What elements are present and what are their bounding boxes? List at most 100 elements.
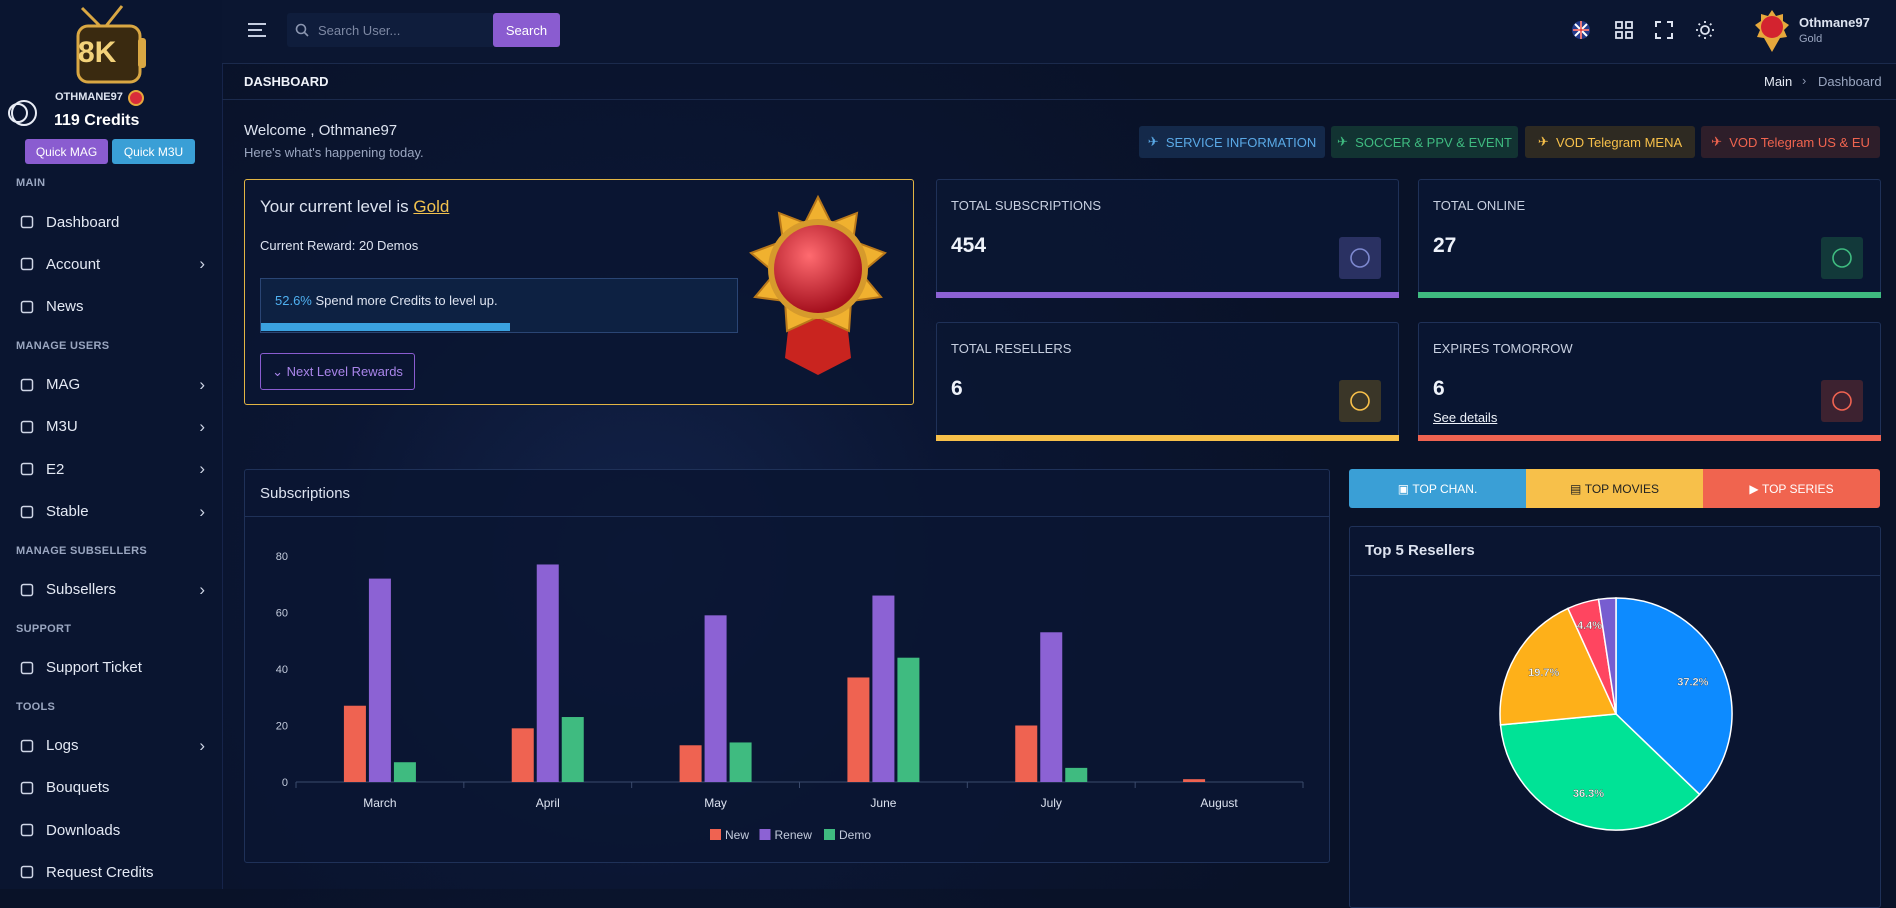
stat-link[interactable]: See details bbox=[1433, 410, 1498, 425]
next-level-button[interactable]: ⌄ Next Level Rewards bbox=[260, 353, 415, 390]
sidebar: 8K OTHMANE97 119 Credits Quick MAG Quick… bbox=[0, 0, 223, 889]
channel-button[interactable]: ✈ SERVICE INFORMATION bbox=[1139, 126, 1325, 158]
bar bbox=[679, 745, 702, 782]
channel-button[interactable]: ✈ SOCCER & PPV & EVENT bbox=[1331, 126, 1518, 158]
search-input[interactable] bbox=[287, 13, 493, 47]
quick-m3u-button[interactable]: Quick M3U bbox=[112, 139, 195, 164]
nav-item[interactable]: Logs › bbox=[20, 735, 205, 757]
avatar[interactable] bbox=[1753, 8, 1791, 54]
level-title-text: Your current level is bbox=[260, 197, 409, 216]
nav-item[interactable]: Downloads bbox=[20, 819, 205, 841]
quick-mag-button[interactable]: Quick MAG bbox=[25, 139, 108, 164]
nav-icon bbox=[20, 300, 34, 313]
search-placeholder: Search User... bbox=[318, 23, 401, 38]
legend-label: Demo bbox=[839, 828, 871, 842]
logo-art bbox=[76, 5, 146, 84]
level-title: Your current level is Gold bbox=[260, 197, 449, 217]
x-tick-label: March bbox=[363, 796, 396, 810]
legend-swatch bbox=[710, 829, 721, 840]
nav-label: News bbox=[46, 298, 84, 316]
nav-item[interactable]: E2 › bbox=[20, 458, 205, 480]
user-name: Othmane97 bbox=[1799, 15, 1870, 30]
nav-item[interactable]: MAG › bbox=[20, 374, 205, 396]
level-name: Gold bbox=[413, 197, 450, 216]
stat-bar bbox=[936, 435, 1399, 441]
nav-icon bbox=[20, 258, 34, 271]
nav-item[interactable]: Subsellers › bbox=[20, 579, 205, 601]
stat-icon-glyph bbox=[1350, 248, 1370, 268]
stat-card bbox=[936, 322, 1399, 441]
stat-label: TOTAL SUBSCRIPTIONS bbox=[951, 198, 1102, 213]
menu-toggle[interactable] bbox=[247, 21, 267, 39]
bar bbox=[872, 595, 895, 782]
pie-slice bbox=[1615, 597, 1733, 796]
progress-message: Spend more Credits to level up. bbox=[315, 293, 498, 308]
stat-icon-glyph bbox=[1832, 391, 1852, 411]
apps-icon[interactable] bbox=[1615, 21, 1633, 39]
progress-bar bbox=[261, 323, 511, 331]
nav-icon bbox=[20, 661, 34, 674]
data-label: 36.3% bbox=[1573, 788, 1604, 800]
nav-item[interactable]: News bbox=[20, 296, 205, 318]
page-title: DASHBOARD bbox=[244, 74, 329, 89]
nav-label: Stable bbox=[46, 503, 89, 520]
stat-icon bbox=[1821, 237, 1863, 279]
nav-icon bbox=[20, 739, 34, 752]
progress-label: 52.6% bbox=[275, 293, 312, 308]
y-tick-label: 80 bbox=[276, 551, 288, 563]
nav-item[interactable]: Bouquets bbox=[20, 777, 205, 799]
stat-icon bbox=[1821, 380, 1863, 422]
nav-item[interactable]: Support Ticket bbox=[20, 657, 205, 679]
stat-card bbox=[1418, 179, 1881, 298]
channel-button-label: SOCCER & PPV & EVENT bbox=[1355, 134, 1512, 150]
chevron: › bbox=[199, 735, 205, 755]
chevron: › bbox=[199, 416, 205, 436]
nav-item[interactable]: Request Credits bbox=[20, 861, 205, 883]
legend-label: Renew bbox=[775, 828, 813, 842]
search-icon bbox=[295, 23, 309, 37]
nav-item[interactable]: Stable › bbox=[20, 501, 205, 523]
x-tick-label: July bbox=[1041, 796, 1062, 810]
subscriptions-card bbox=[244, 469, 1330, 863]
stat-bar bbox=[1418, 435, 1881, 441]
breadcrumb-item[interactable]: Main bbox=[1764, 74, 1793, 89]
nav-item[interactable]: M3U › bbox=[20, 416, 205, 438]
theme-icon[interactable] bbox=[1695, 20, 1715, 40]
bar bbox=[847, 677, 870, 782]
nav-item[interactable]: Dashboard bbox=[20, 211, 205, 233]
y-tick-label: 40 bbox=[276, 664, 288, 676]
x-tick-label: April bbox=[536, 796, 560, 810]
bar bbox=[511, 728, 534, 782]
nav-label: MAG bbox=[46, 376, 81, 394]
nav-label: E2 bbox=[46, 460, 65, 478]
channel-button[interactable]: ✈ VOD Telegram MENA bbox=[1525, 126, 1695, 158]
section-title: MANAGE USERS bbox=[16, 339, 110, 352]
top-tab-label: TOP CHAN. bbox=[1412, 481, 1478, 496]
stat-label: TOTAL RESELLERS bbox=[951, 341, 1072, 356]
language-flag[interactable] bbox=[1571, 20, 1591, 40]
top-tab[interactable]: ▶ TOP SERIES bbox=[1703, 469, 1880, 508]
chevron: › bbox=[199, 501, 205, 521]
nav-label: M3U bbox=[46, 418, 78, 436]
top-tab[interactable]: ▣ TOP CHAN. bbox=[1349, 469, 1526, 508]
bar bbox=[1015, 725, 1038, 782]
y-tick-label: 0 bbox=[282, 777, 288, 789]
search-button[interactable]: Search bbox=[493, 13, 560, 47]
nav-icon bbox=[20, 505, 34, 518]
user-level: Gold bbox=[1799, 33, 1823, 45]
stat-icon-glyph bbox=[1832, 248, 1852, 268]
badge-icon bbox=[128, 90, 144, 106]
nav-item[interactable]: Account › bbox=[20, 253, 205, 275]
fullscreen-icon[interactable] bbox=[1655, 21, 1673, 39]
credits: 119 Credits bbox=[54, 112, 140, 129]
top-tab-label: TOP SERIES bbox=[1761, 481, 1834, 496]
nav-label: Subsellers bbox=[46, 581, 117, 598]
progress-text: 52.6% Spend more Credits to level up. bbox=[275, 293, 498, 308]
bar bbox=[368, 578, 391, 782]
data-label: 37.2% bbox=[1677, 676, 1708, 688]
legend-swatch bbox=[824, 829, 835, 840]
channel-button[interactable]: ✈ VOD Telegram US & EU bbox=[1701, 126, 1880, 158]
top-tab[interactable]: ▤ TOP MOVIES bbox=[1526, 469, 1703, 508]
nav-icon bbox=[20, 781, 34, 795]
